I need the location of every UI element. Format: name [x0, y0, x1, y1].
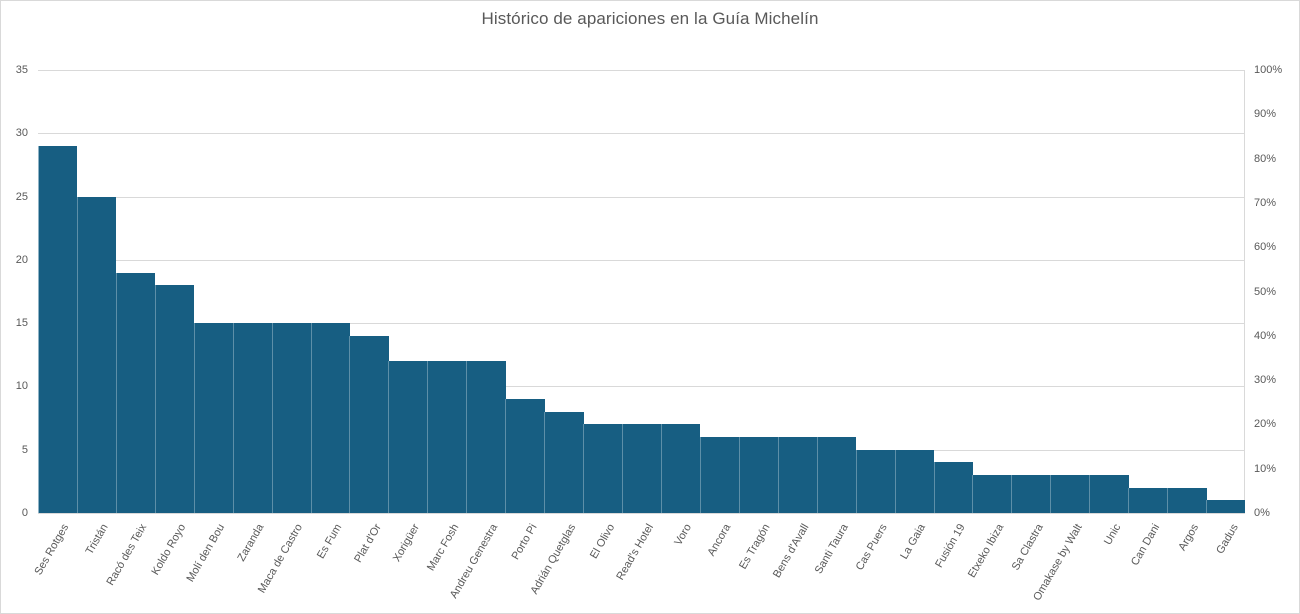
bar[interactable] — [115, 272, 156, 513]
bar[interactable] — [894, 449, 934, 513]
y2-tick-label: 50% — [1254, 285, 1277, 298]
plot-area — [38, 70, 1246, 513]
y2-tick-label: 100% — [1254, 64, 1283, 76]
bar[interactable] — [154, 285, 195, 513]
bar[interactable] — [1089, 475, 1129, 513]
y2-tick-label: 90% — [1254, 108, 1277, 121]
gridline — [38, 196, 1244, 198]
bar[interactable] — [660, 424, 701, 513]
y2-tick-label: 0% — [1254, 507, 1270, 519]
y2-tick-label: 80% — [1254, 152, 1277, 165]
bar[interactable] — [699, 437, 740, 513]
gridline — [38, 133, 1244, 135]
y-tick-label: 15 — [15, 317, 28, 330]
bar[interactable] — [310, 323, 350, 513]
y2-tick-label: 10% — [1254, 462, 1277, 475]
y-tick-label: 5 — [21, 443, 28, 456]
y-tick-label: 25 — [15, 190, 28, 203]
y2-tick-label: 40% — [1254, 329, 1277, 342]
bar[interactable] — [76, 196, 117, 513]
bar[interactable] — [349, 335, 389, 513]
bar[interactable] — [505, 399, 545, 513]
y2-tick-label: 70% — [1254, 196, 1277, 209]
bar[interactable] — [271, 323, 312, 513]
y-tick-label: 0 — [21, 507, 28, 519]
y2-tick-label: 60% — [1254, 241, 1277, 254]
y2-tick-label: 30% — [1254, 374, 1277, 387]
bar[interactable] — [972, 475, 1012, 513]
bar[interactable] — [738, 437, 779, 513]
bar[interactable] — [388, 361, 428, 513]
bar[interactable] — [933, 462, 973, 513]
bar[interactable] — [1128, 487, 1168, 513]
y-tick-label: 30 — [15, 127, 28, 140]
bar[interactable] — [816, 437, 857, 513]
gridline — [38, 386, 1244, 388]
bar[interactable] — [1167, 487, 1207, 513]
bar[interactable] — [466, 361, 506, 513]
bar[interactable] — [855, 449, 896, 513]
bar[interactable] — [583, 424, 623, 513]
gridline — [38, 70, 1244, 71]
bar[interactable] — [38, 145, 78, 513]
bar[interactable] — [193, 323, 234, 513]
bar[interactable] — [622, 424, 662, 513]
bar[interactable] — [232, 323, 273, 513]
bar[interactable] — [427, 361, 467, 513]
y2-tick-label: 20% — [1254, 418, 1277, 431]
chart-title: Histórico de apariciones en la Guía Mich… — [481, 9, 819, 28]
bar[interactable] — [544, 411, 584, 513]
bar[interactable] — [1050, 475, 1090, 513]
bar[interactable] — [1011, 475, 1051, 513]
bar[interactable] — [777, 437, 818, 513]
gridline — [38, 259, 1244, 261]
x-axis-line — [38, 513, 1245, 514]
gridline — [38, 323, 1244, 325]
y-tick-label: 10 — [15, 380, 28, 393]
y-tick-label: 35 — [15, 64, 28, 76]
y-tick-label: 20 — [15, 253, 28, 266]
bar[interactable] — [1206, 500, 1246, 513]
